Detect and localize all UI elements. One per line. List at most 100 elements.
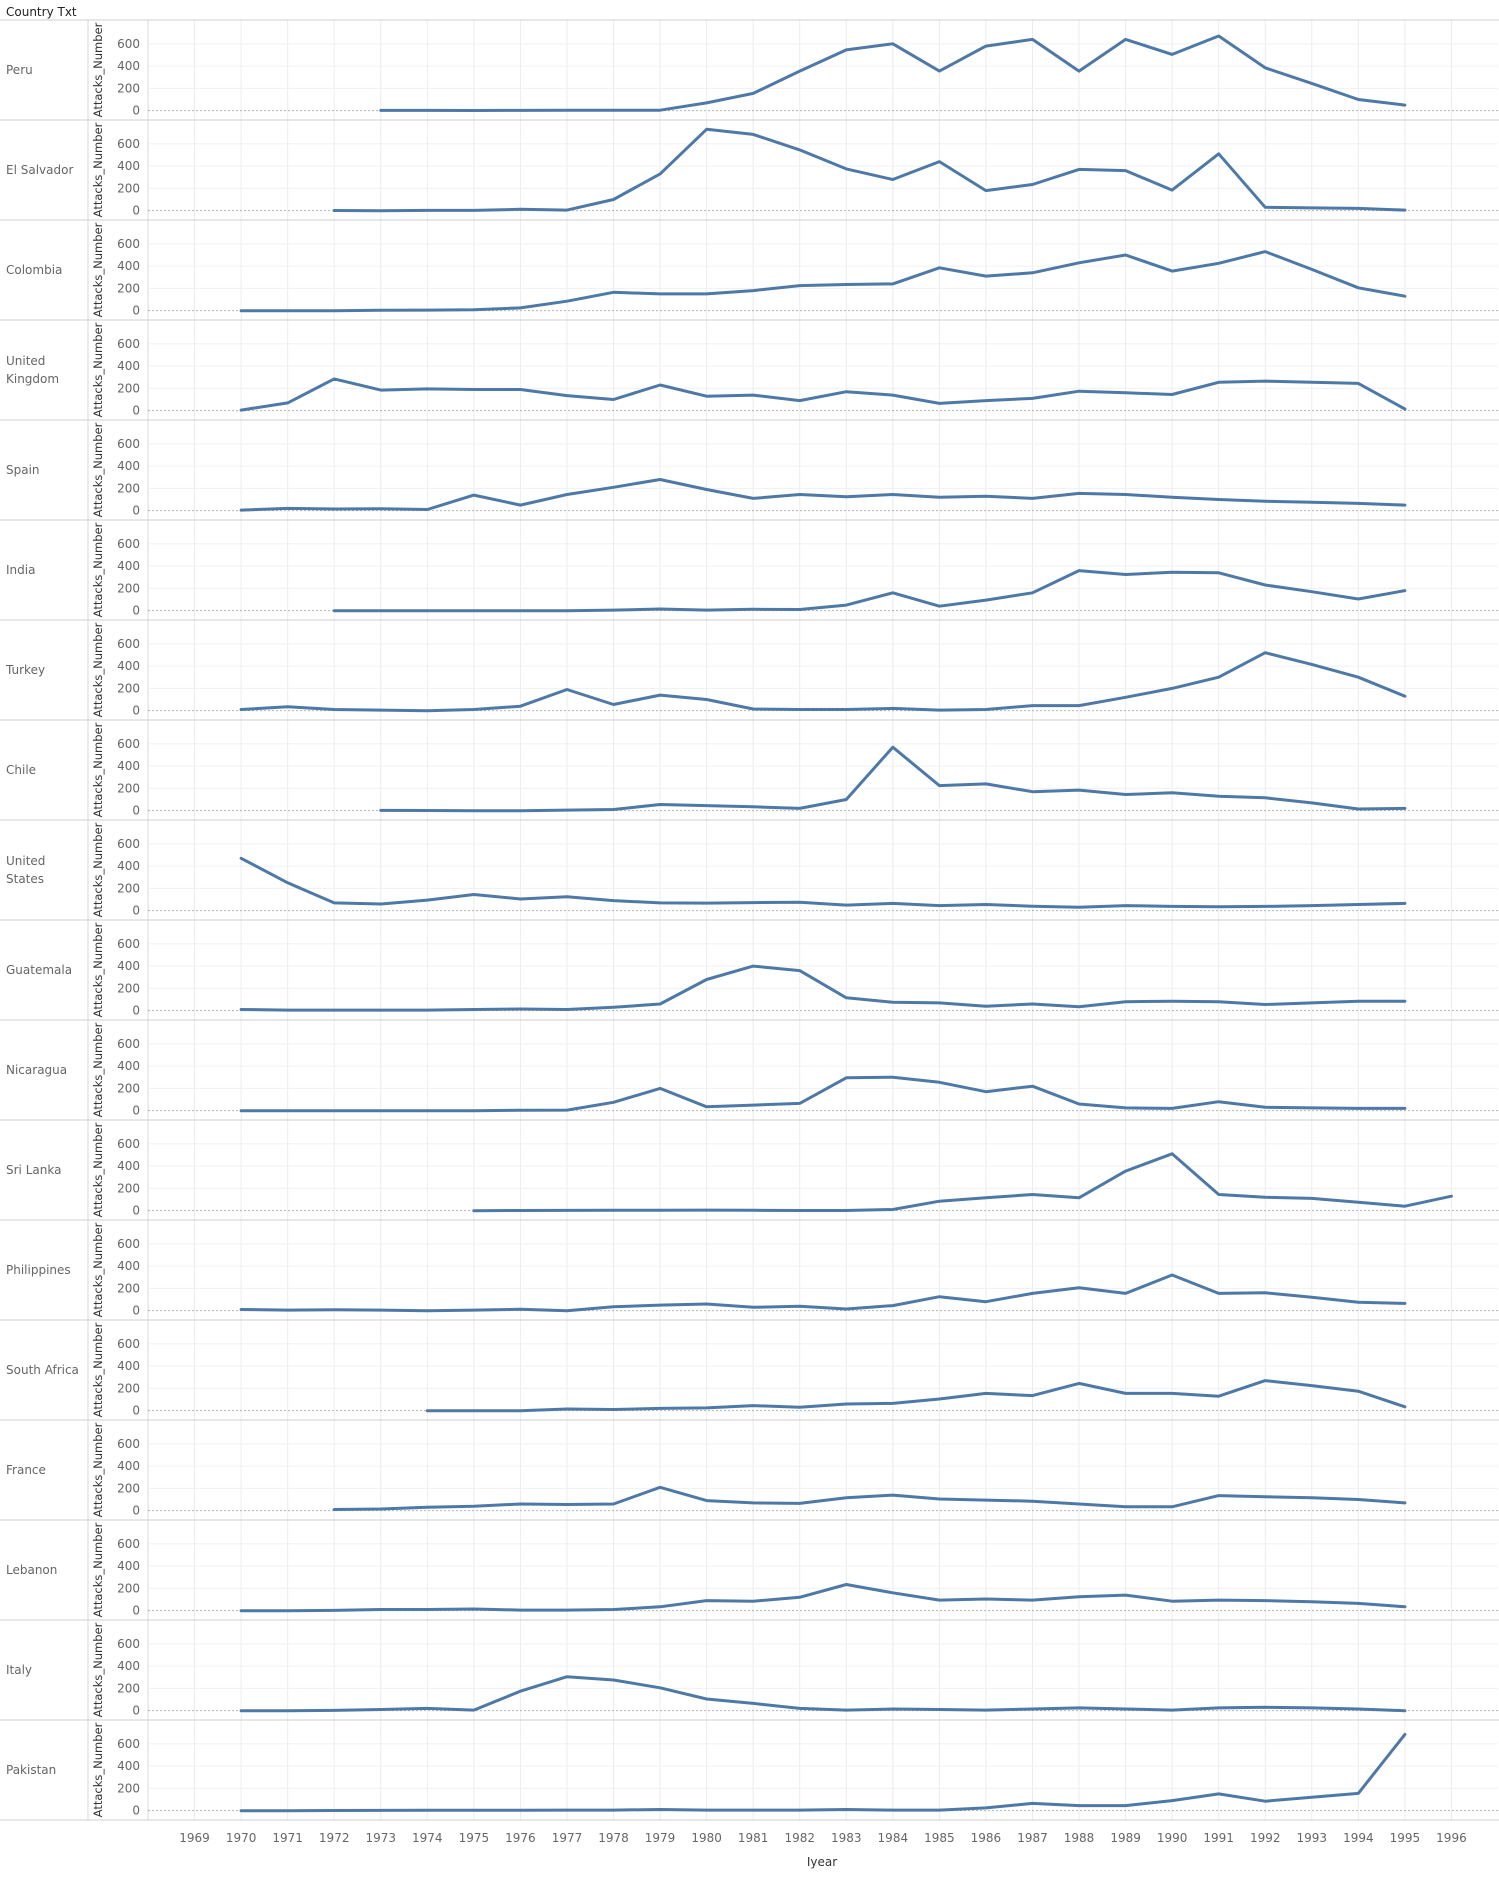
x-tick-label: 1973 [365, 1831, 396, 1845]
y-tick-label: 200 [117, 1281, 140, 1295]
row-label: Guatemala [6, 963, 72, 977]
y-tick-label: 400 [117, 659, 140, 673]
x-tick-label: 1995 [1390, 1831, 1421, 1845]
y-axis-title: Attacks_Number [91, 1322, 105, 1417]
row-panel-el-salvador: 0 200 400 600 Attacks_Number El Salvador [0, 122, 1499, 221]
y-tick-label: 0 [132, 604, 140, 618]
y-tick-label: 400 [117, 1559, 140, 1573]
y-tick-label: 200 [117, 781, 140, 795]
row-panel-chile: 0 200 400 600 Attacks_Number Chile [0, 722, 1499, 821]
series-line [239, 1273, 1407, 1313]
y-tick-label: 200 [117, 481, 140, 495]
y-tick-label: 400 [117, 1459, 140, 1473]
row-panel-peru: 0 200 400 600 Attacks_Number Peru [0, 19, 1499, 121]
x-tick-label: 1970 [226, 1831, 257, 1845]
y-tick-label: 400 [117, 959, 140, 973]
series-line [239, 1583, 1407, 1613]
x-tick-label: 1983 [831, 1831, 862, 1845]
y-tick-label: 600 [117, 1437, 140, 1451]
y-tick-label: 600 [117, 937, 140, 951]
y-tick-label: 400 [117, 1359, 140, 1373]
y-axis-title: Attacks_Number [91, 1722, 105, 1817]
x-tick-label: 1988 [1064, 1831, 1095, 1845]
row-panel-united-kingdom: 0 200 400 600 Attacks_Number United Kingdom [0, 322, 1499, 421]
series-line [239, 250, 1407, 313]
y-tick-label: 0 [132, 1204, 140, 1218]
header: Country Txt [6, 5, 77, 19]
x-tick-label: 1984 [878, 1831, 909, 1845]
row-label: Philippines [6, 1263, 71, 1277]
y-axis-title: Attacks_Number [91, 1522, 105, 1617]
row-label: El Salvador [6, 163, 73, 177]
row-label: India [6, 563, 35, 577]
y-tick-label: 0 [132, 1804, 140, 1818]
y-tick-label: 200 [117, 1681, 140, 1695]
y-tick-label: 200 [117, 1481, 140, 1495]
y-axis-title: Attacks_Number [91, 1222, 105, 1317]
y-tick-label: 200 [117, 1181, 140, 1195]
y-tick-label: 600 [117, 1337, 140, 1351]
y-tick-label: 0 [132, 704, 140, 718]
y-axis-title: Attacks_Number [91, 1022, 105, 1117]
series-line [379, 34, 1407, 112]
row-label: Kingdom [6, 372, 59, 386]
y-axis-title: Attacks_Number [91, 422, 105, 517]
x-tick-label: 1978 [598, 1831, 629, 1845]
row-label: Chile [6, 763, 36, 777]
x-axis: Iyear 1969 1970 1971 1972 1973 1974 1975 1976 19… [179, 1831, 1466, 1869]
row-panel-guatemala: 0 200 400 600 Attacks_Number Guatemala [0, 922, 1499, 1021]
x-tick-label: 1982 [784, 1831, 815, 1845]
x-tick-label: 1985 [924, 1831, 955, 1845]
y-tick-label: 0 [132, 104, 140, 118]
series-line [239, 1732, 1407, 1813]
y-tick-label: 600 [117, 1637, 140, 1651]
y-axis-title: Attacks_Number [91, 322, 105, 417]
series-line [472, 1152, 1453, 1213]
row-panel-colombia: 0 200 400 600 Attacks_Number Colombia [0, 222, 1499, 321]
x-tick-label: 1971 [272, 1831, 303, 1845]
row-label: United [6, 354, 45, 368]
y-tick-label: 600 [117, 1737, 140, 1751]
y-tick-label: 0 [132, 404, 140, 418]
series-line [425, 1379, 1407, 1413]
x-tick-label: 1987 [1017, 1831, 1048, 1845]
y-tick-label: 400 [117, 1759, 140, 1773]
x-tick-label: 1990 [1157, 1831, 1188, 1845]
row-panel-france: 0 200 400 600 Attacks_Number France [0, 1422, 1499, 1521]
y-tick-label: 400 [117, 1059, 140, 1073]
y-tick-label: 200 [117, 981, 140, 995]
y-tick-label: 0 [132, 304, 140, 318]
y-tick-label: 400 [117, 159, 140, 173]
y-tick-label: 400 [117, 1259, 140, 1273]
y-axis-title: Attacks_Number [91, 922, 105, 1017]
y-tick-label: 200 [117, 1781, 140, 1795]
x-tick-label: 1976 [505, 1831, 536, 1845]
x-tick-label: 1979 [645, 1831, 676, 1845]
y-tick-label: 200 [117, 881, 140, 895]
y-tick-label: 400 [117, 359, 140, 373]
series-line [379, 745, 1407, 813]
series-line [239, 1075, 1407, 1113]
row-label: States [6, 872, 44, 886]
y-tick-label: 0 [132, 1704, 140, 1718]
y-axis-title: Attacks_Number [91, 622, 105, 717]
y-tick-label: 200 [117, 81, 140, 95]
row-panel-india: 0 200 400 600 Attacks_Number India [0, 522, 1499, 621]
row-panel-lebanon: 0 200 400 600 Attacks_Number Lebanon [0, 1522, 1499, 1621]
y-axis-title: Attacks_Number [91, 22, 105, 117]
series-line [239, 964, 1407, 1012]
series-line [239, 651, 1407, 713]
y-tick-label: 600 [117, 237, 140, 251]
row-label: Pakistan [6, 1763, 56, 1777]
row-label: South Africa [6, 1363, 79, 1377]
row-panel-sri-lanka: 0 200 400 600 Attacks_Number Sri Lanka [0, 1122, 1499, 1221]
row-header-title: Country Txt [6, 5, 77, 19]
x-axis-title: Iyear [807, 1855, 837, 1869]
y-tick-label: 0 [132, 1104, 140, 1118]
y-tick-label: 400 [117, 1159, 140, 1173]
series-line [239, 478, 1407, 512]
y-tick-label: 600 [117, 637, 140, 651]
row-panel-united-states: 0 200 400 600 Attacks_Number United States [0, 822, 1499, 921]
x-tick-label: 1991 [1203, 1831, 1234, 1845]
